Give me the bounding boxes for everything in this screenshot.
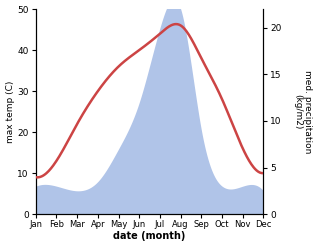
Y-axis label: max temp (C): max temp (C) <box>5 80 15 143</box>
Y-axis label: med. precipitation
(kg/m2): med. precipitation (kg/m2) <box>293 70 313 153</box>
X-axis label: date (month): date (month) <box>114 231 186 242</box>
